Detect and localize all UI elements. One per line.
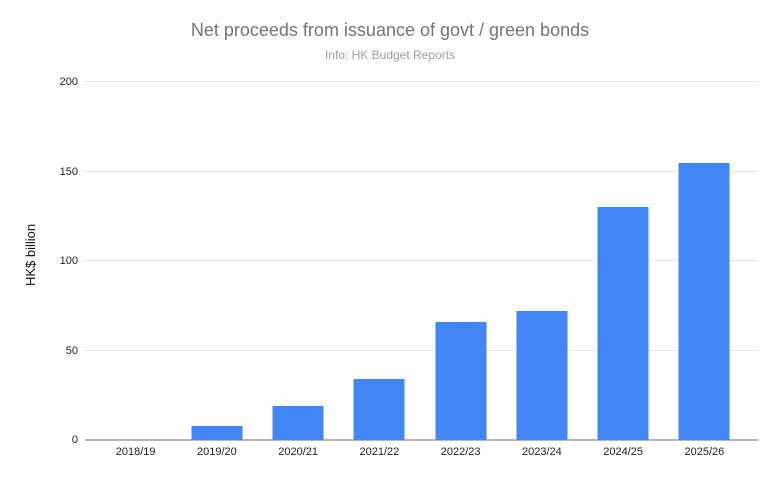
- y-tick-label: 0: [71, 434, 78, 446]
- bar-slot: [258, 82, 339, 440]
- bar-2021-22: [353, 379, 405, 440]
- x-tick-label: 2018/19: [115, 446, 156, 458]
- gridline: [85, 349, 758, 351]
- x-tick-label: 2022/23: [440, 446, 481, 458]
- bar-2025-26: [678, 162, 730, 440]
- y-axis-ticks: 0 50 100 150 200: [0, 77, 78, 446]
- bar-slot: [339, 82, 420, 440]
- y-tick-label: 150: [59, 165, 78, 178]
- x-tick-label: 2019/20: [196, 446, 237, 458]
- bar-2024-25: [597, 207, 649, 440]
- gridline: [85, 81, 758, 82]
- x-axis-labels: 2018/19 2019/20 2020/21 2021/22 2022/23 2023/…: [95, 446, 745, 460]
- gridline: [85, 260, 758, 261]
- bar-slot: [583, 82, 664, 440]
- bar-2023-24: [516, 311, 568, 440]
- bar-2019-20: [191, 425, 243, 440]
- bar-slot: [420, 82, 501, 440]
- x-tick-label: 2025/26: [684, 446, 725, 458]
- gridline: [85, 170, 758, 172]
- y-tick-label: 50: [65, 344, 78, 357]
- chart-subtitle: Info: HK Budget Reports: [324, 48, 456, 62]
- bar-slot: [176, 82, 257, 440]
- y-tick-label: 100: [59, 255, 78, 267]
- x-tick-label: 2021/22: [359, 446, 400, 458]
- x-tick-label: 2023/24: [521, 446, 562, 458]
- bar-slot: [664, 82, 745, 440]
- bar-slot: [501, 82, 582, 440]
- x-tick-label: 2024/25: [603, 446, 643, 458]
- y-tick-label: 200: [59, 76, 78, 88]
- bar-2022-23: [435, 321, 487, 440]
- bar-slot: [95, 82, 176, 440]
- plot-area: [85, 81, 758, 441]
- bar-2020-21: [272, 406, 324, 440]
- bars-layer: [95, 82, 745, 440]
- chart-title: Net proceeds from issuance of govt / gre…: [190, 20, 590, 40]
- x-axis-line: [85, 439, 758, 441]
- x-tick-label: 2020/21: [278, 446, 318, 458]
